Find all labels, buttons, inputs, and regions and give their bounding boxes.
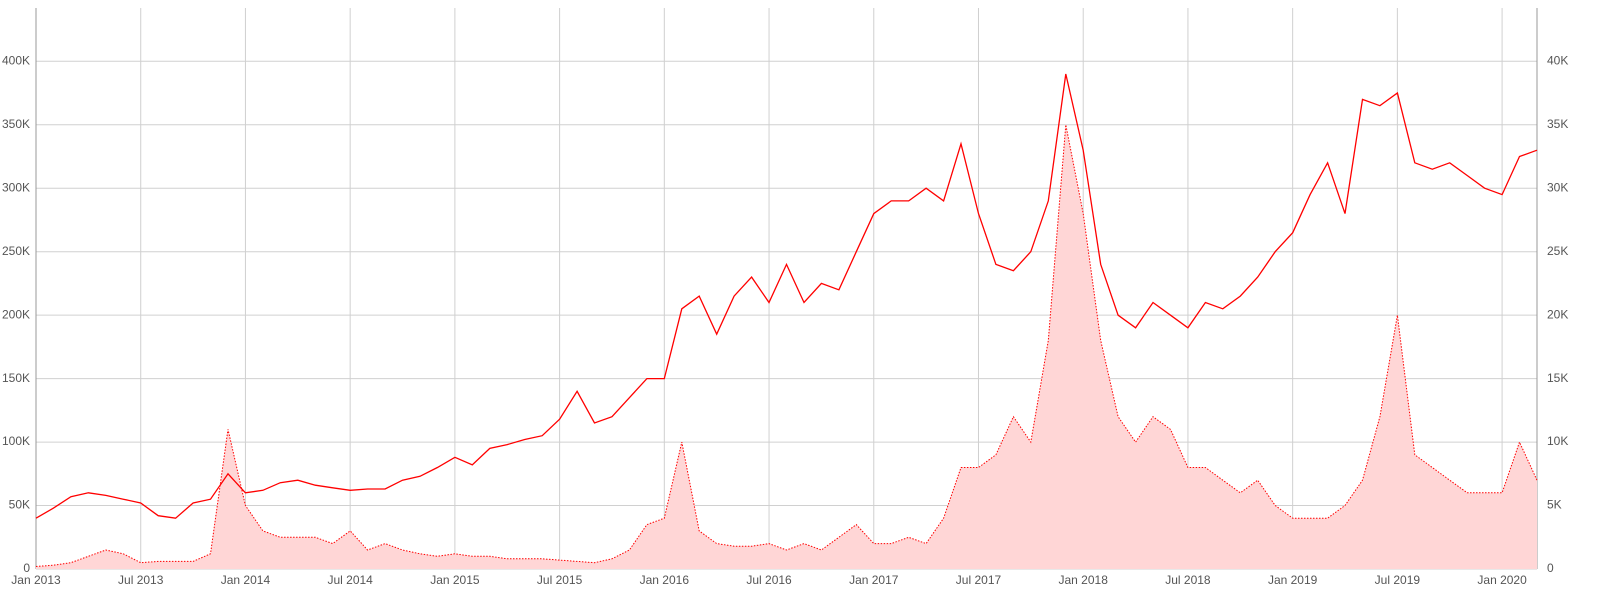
x-tick-label: Jul 2018 — [1165, 573, 1211, 587]
y-tick-label: 200K — [2, 307, 30, 321]
x-tick-label: Jul 2019 — [1375, 573, 1421, 587]
y-tick-label: 150K — [2, 371, 30, 385]
y-tick-label: 100K — [2, 434, 30, 448]
y2-tick-label: 0 — [1547, 561, 1554, 575]
y2-tick-label: 15K — [1547, 371, 1568, 385]
x-tick-label: Jan 2014 — [221, 573, 271, 587]
y2-tick-label: 30K — [1547, 180, 1568, 194]
y-tick-label: 0 — [23, 561, 30, 575]
x-tick-label: Jul 2016 — [746, 573, 792, 587]
x-tick-label: Jan 2020 — [1477, 573, 1527, 587]
line — [35, 73, 1538, 519]
area-fill — [36, 124, 1537, 570]
x-tick-label: Jan 2017 — [849, 573, 899, 587]
area-edge — [35, 124, 1538, 567]
x-tick-label: Jan 2018 — [1059, 573, 1109, 587]
y2-tick-label: 40K — [1547, 53, 1568, 67]
y2-tick-label: 20K — [1547, 307, 1568, 321]
y-tick-label: 400K — [2, 53, 30, 67]
y-tick-label: 250K — [2, 244, 30, 258]
y2-tick-label: 10K — [1547, 434, 1568, 448]
x-tick-label: Jan 2019 — [1268, 573, 1318, 587]
x-tick-label: Jan 2016 — [640, 573, 690, 587]
x-tick-label: Jan 2013 — [11, 573, 61, 587]
y-tick-label: 350K — [2, 117, 30, 131]
x-tick-label: Jul 2015 — [537, 573, 583, 587]
y-tick-label: 50K — [9, 498, 30, 512]
x-tick-label: Jan 2015 — [430, 573, 480, 587]
y-tick-label: 300K — [2, 180, 30, 194]
y2-tick-label: 25K — [1547, 244, 1568, 258]
x-tick-label: Jul 2017 — [956, 573, 1002, 587]
y2-tick-label: 5K — [1547, 498, 1562, 512]
x-tick-label: Jul 2014 — [327, 573, 373, 587]
y2-tick-label: 35K — [1547, 117, 1568, 131]
x-tick-label: Jul 2013 — [118, 573, 164, 587]
